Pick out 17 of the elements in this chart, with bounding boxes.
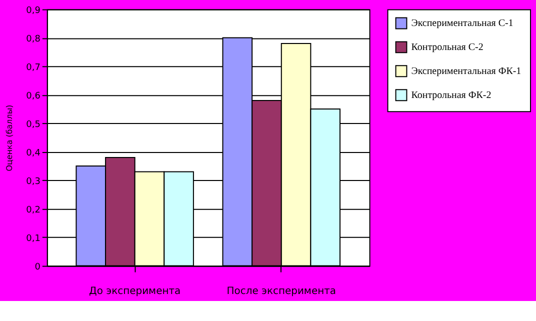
- y-tick-label: 0,7: [26, 62, 40, 73]
- legend-label: Экспериментальная С-1: [411, 18, 514, 30]
- x-tick-label: После эксперимента: [226, 286, 336, 298]
- y-tick-label: 0: [34, 262, 41, 272]
- y-tick-label: 0,9: [26, 6, 41, 16]
- y-tick-label: 0,8: [26, 34, 41, 44]
- legend-label: Контрольная ФК-2: [411, 90, 492, 102]
- y-axis-title: Оценка (баллы): [5, 104, 14, 172]
- x-tick-label: До эксперимента: [89, 286, 181, 298]
- y-tick-label: 0,3: [26, 176, 40, 187]
- y-tick-label: 0,5: [26, 120, 40, 130]
- y-tick-label: 0,2: [26, 205, 40, 216]
- legend-label: Экспериментальная ФК-1: [411, 66, 522, 78]
- legend-label: Контрольная С-2: [411, 42, 484, 54]
- y-tick-label: 0,4: [26, 148, 41, 158]
- y-tick-label: 0,1: [26, 234, 40, 244]
- y-tick-label: 0,6: [26, 91, 41, 102]
